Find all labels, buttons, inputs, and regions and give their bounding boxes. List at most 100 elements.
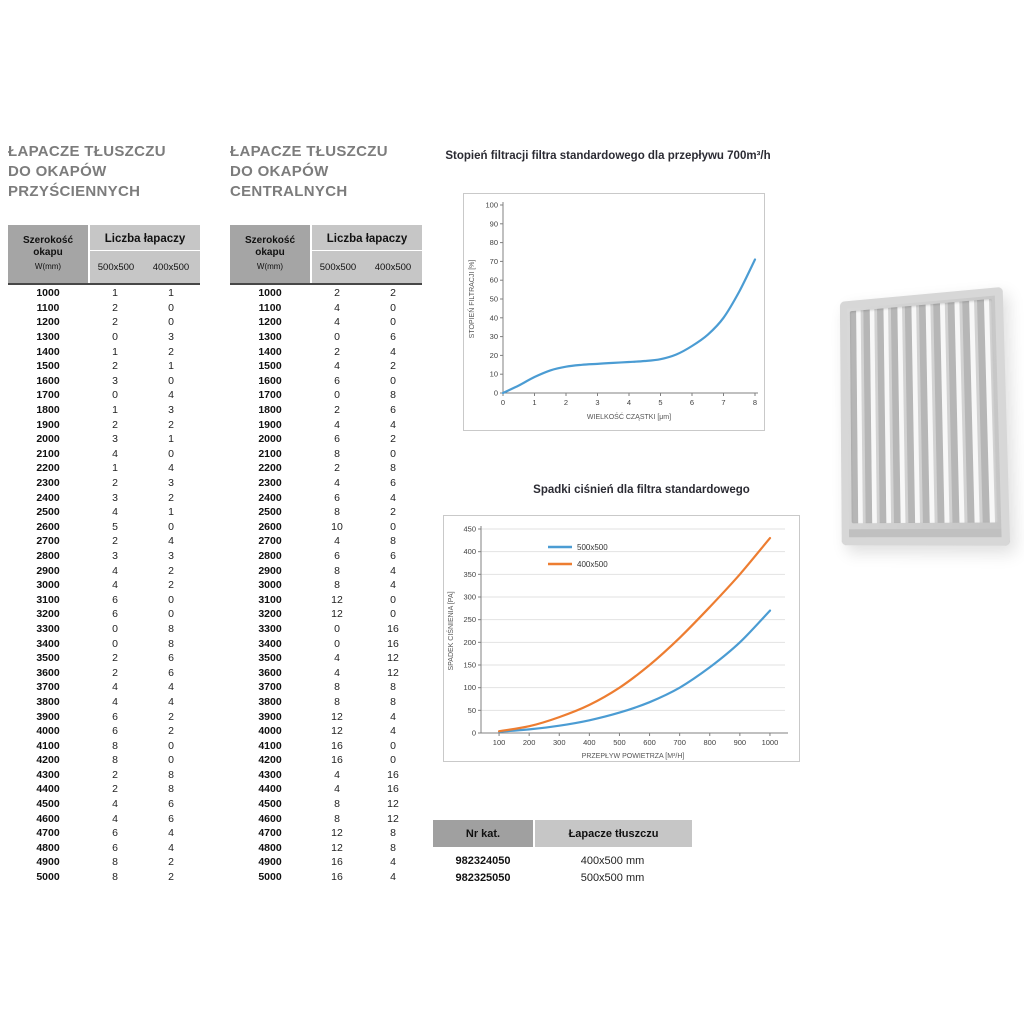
count-400x500: 12 bbox=[387, 812, 399, 825]
width-value: 1200 bbox=[36, 316, 60, 329]
count-500x500: 1 bbox=[112, 462, 118, 475]
count-400x500: 16 bbox=[387, 637, 399, 650]
width-value: 2900 bbox=[36, 564, 60, 577]
svg-text:350: 350 bbox=[463, 570, 476, 579]
subheader-500x500: 500x500 bbox=[97, 261, 135, 273]
width-value: 3400 bbox=[36, 637, 60, 650]
width-value: 2000 bbox=[36, 433, 60, 446]
count-400x500: 12 bbox=[387, 798, 399, 811]
table-row: 2400 3 2 bbox=[8, 490, 200, 505]
width-value: 1500 bbox=[36, 360, 60, 373]
table-row: 2900 8 4 bbox=[230, 563, 422, 578]
pressure-chart-svg: 0 50 100 150 200 250 300 350 400 450 100 200 300 400 5… bbox=[443, 515, 800, 762]
table-row: 1900 2 2 bbox=[8, 417, 200, 432]
svg-text:400x500: 400x500 bbox=[577, 560, 608, 569]
table-row: 1100 4 0 bbox=[230, 301, 422, 316]
count-400x500: 8 bbox=[168, 637, 174, 650]
count-500x500: 8 bbox=[334, 506, 340, 519]
catalog-size: 400x500 mm bbox=[580, 854, 645, 867]
count-400x500: 4 bbox=[168, 462, 174, 475]
count-400x500: 0 bbox=[390, 608, 396, 621]
width-value: 4600 bbox=[36, 812, 60, 825]
count-400x500: 1 bbox=[168, 506, 174, 519]
count-header-cell: Liczba łapaczy 500x500 400x500 bbox=[90, 225, 200, 283]
svg-text:STOPIEŃ FILTRACJI [%]: STOPIEŃ FILTRACJI [%] bbox=[467, 260, 476, 339]
count-400x500: 2 bbox=[168, 856, 174, 869]
count-500x500: 3 bbox=[112, 549, 118, 562]
wall-table-body: 1000 1 1 1100 2 0 1200 2 0 1300 0 3 1400 1 2 1500 2 1 1600… bbox=[8, 285, 200, 884]
table-row: 3900 12 4 bbox=[230, 709, 422, 724]
count-500x500: 4 bbox=[334, 316, 340, 329]
table-row: 4900 8 2 bbox=[8, 855, 200, 870]
table-row: 4500 8 12 bbox=[230, 797, 422, 812]
count-400x500: 3 bbox=[168, 549, 174, 562]
svg-text:4: 4 bbox=[627, 398, 631, 407]
count-500x500: 2 bbox=[112, 477, 118, 490]
width-value: 2700 bbox=[36, 535, 60, 548]
width-value: 3900 bbox=[258, 710, 282, 723]
table-row: 3500 2 6 bbox=[8, 651, 200, 666]
table-row: 4100 16 0 bbox=[230, 738, 422, 753]
table-row: 1000 2 2 bbox=[230, 286, 422, 301]
count-500x500: 6 bbox=[112, 841, 118, 854]
count-500x500: 16 bbox=[331, 754, 343, 767]
count-400x500: 6 bbox=[168, 652, 174, 665]
table-row: 1300 0 6 bbox=[230, 330, 422, 345]
catalog-body: 982324050 400x500 mm 982325050 500x500 mm bbox=[433, 852, 692, 886]
svg-text:90: 90 bbox=[490, 219, 498, 228]
count-500x500: 0 bbox=[112, 331, 118, 344]
width-value: 1400 bbox=[258, 345, 282, 358]
count-400x500: 4 bbox=[390, 710, 396, 723]
count-500x500: 12 bbox=[331, 725, 343, 738]
width-value: 1000 bbox=[258, 287, 282, 300]
count-500x500: 8 bbox=[334, 579, 340, 592]
width-value: 2200 bbox=[36, 462, 60, 475]
filtration-chart: 0 10 20 30 40 50 60 70 80 90 100 0 1 2 3 4 5 6 7 8 WIELKOŚĆ … bbox=[463, 193, 765, 436]
width-value: 3300 bbox=[258, 622, 282, 635]
width-value: 2000 bbox=[258, 433, 282, 446]
width-value: 4600 bbox=[258, 812, 282, 825]
count-500x500: 2 bbox=[334, 462, 340, 475]
table-row: 2000 3 1 bbox=[8, 432, 200, 447]
width-value: 2400 bbox=[258, 491, 282, 504]
width-value: 4700 bbox=[36, 827, 60, 840]
table-row: 3000 4 2 bbox=[8, 578, 200, 593]
count-400x500: 0 bbox=[390, 593, 396, 606]
width-value: 3600 bbox=[36, 666, 60, 679]
count-400x500: 3 bbox=[168, 404, 174, 417]
svg-text:250: 250 bbox=[463, 615, 476, 624]
width-value: 4500 bbox=[258, 798, 282, 811]
count-400x500: 0 bbox=[168, 301, 174, 314]
svg-text:700: 700 bbox=[673, 738, 686, 747]
width-value: 4300 bbox=[36, 768, 60, 781]
count-500x500: 16 bbox=[331, 871, 343, 884]
grease-filter-image bbox=[839, 286, 1011, 546]
count-500x500: 6 bbox=[112, 827, 118, 840]
wall-traps-table: ŁAPACZE TŁUSZCZU DO OKAPÓW PRZYŚCIENNYCH S… bbox=[8, 142, 200, 884]
count-400x500: 0 bbox=[168, 754, 174, 767]
table-row: 1700 0 4 bbox=[8, 388, 200, 403]
count-500x500: 6 bbox=[334, 433, 340, 446]
count-400x500: 2 bbox=[390, 287, 396, 300]
wall-table-header: Szerokość okapu W(mm) Liczba łapaczy 500… bbox=[8, 225, 200, 285]
title-line: DO OKAPÓW bbox=[230, 163, 329, 180]
title-line: ŁAPACZE TŁUSZCZU bbox=[230, 143, 388, 160]
svg-text:0: 0 bbox=[501, 398, 505, 407]
width-value: 3500 bbox=[36, 652, 60, 665]
table-row: 3500 4 12 bbox=[230, 651, 422, 666]
count-500x500: 12 bbox=[331, 827, 343, 840]
width-value: 2500 bbox=[36, 506, 60, 519]
svg-text:6: 6 bbox=[690, 398, 694, 407]
width-header-cell: Szerokość okapu W(mm) bbox=[230, 225, 310, 283]
catalog-header-nr: Nr kat. bbox=[433, 820, 533, 847]
count-400x500: 12 bbox=[387, 652, 399, 665]
table-row: 2700 4 8 bbox=[230, 534, 422, 549]
count-subheaders: 500x500 400x500 bbox=[90, 251, 200, 283]
count-400x500: 0 bbox=[390, 301, 396, 314]
count-500x500: 12 bbox=[331, 593, 343, 606]
count-400x500: 0 bbox=[168, 608, 174, 621]
count-400x500: 6 bbox=[168, 798, 174, 811]
count-400x500: 8 bbox=[168, 622, 174, 635]
width-value: 3500 bbox=[258, 652, 282, 665]
width-value: 3800 bbox=[258, 695, 282, 708]
